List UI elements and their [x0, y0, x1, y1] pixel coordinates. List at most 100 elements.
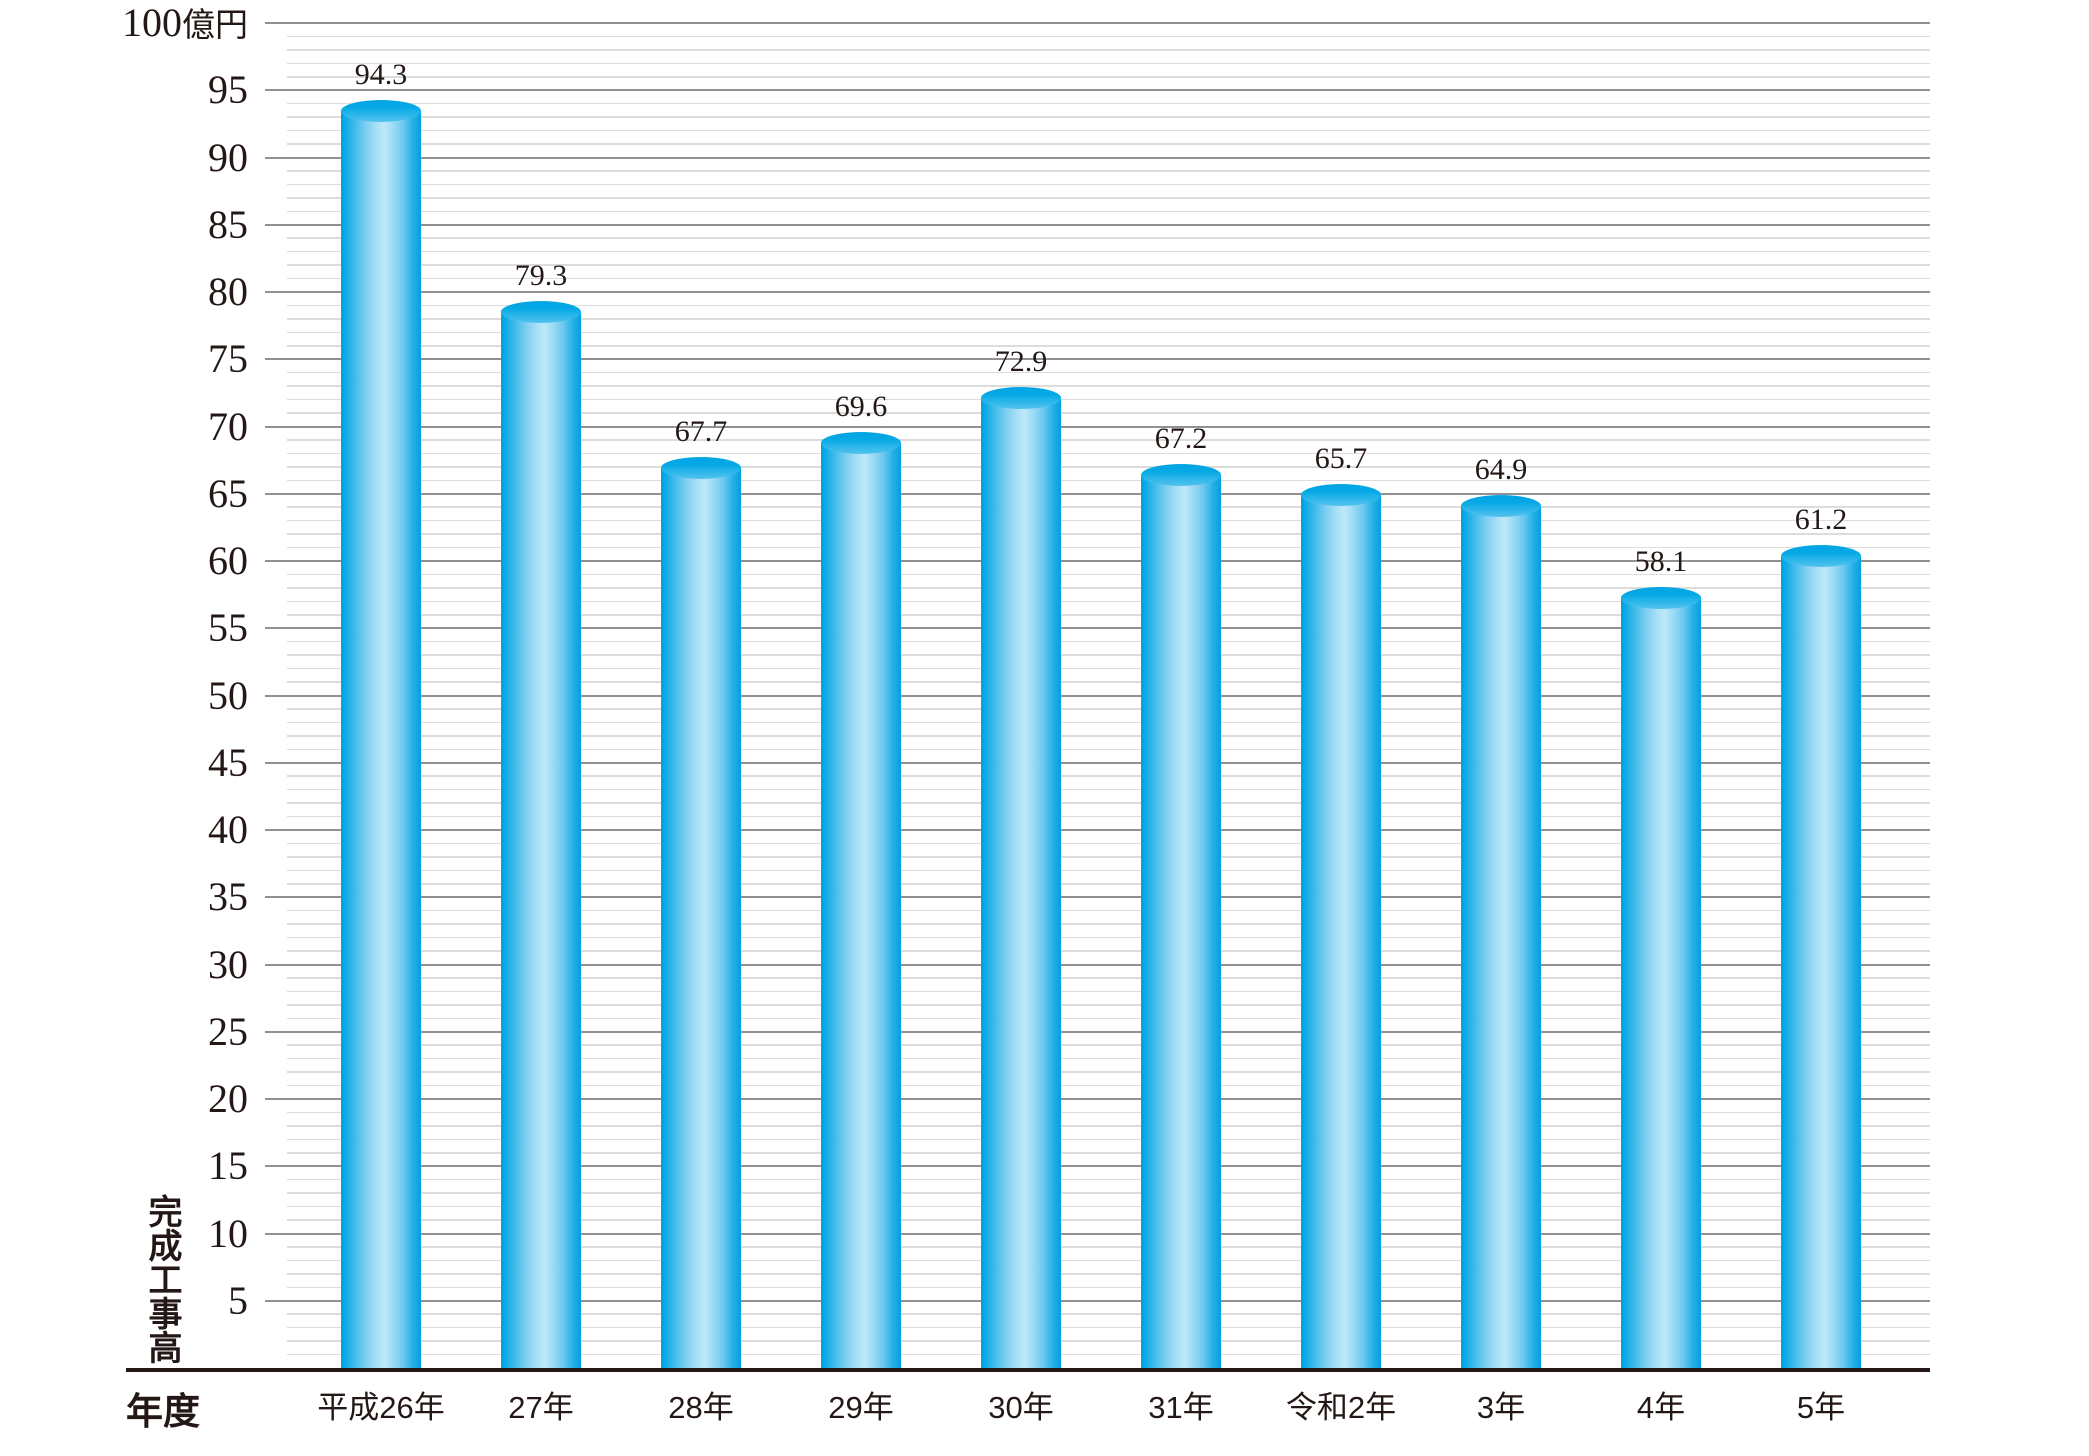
bar	[1141, 475, 1221, 1368]
minor-gridline	[287, 1084, 1930, 1087]
minor-gridline	[287, 775, 1930, 777]
minor-gridline	[287, 129, 1930, 132]
x-category-label: 28年	[668, 1390, 734, 1425]
minor-gridline	[287, 412, 1930, 414]
bar-top-ellipse	[1461, 495, 1541, 518]
minor-gridline	[287, 735, 1930, 737]
minor-gridline	[287, 1340, 1930, 1342]
y-tick-label: 20	[208, 1076, 248, 1121]
bar	[821, 442, 901, 1368]
bar-top-ellipse	[1621, 586, 1701, 609]
minor-gridline	[287, 1071, 1930, 1073]
y-tick-label: 55	[208, 605, 248, 651]
y-tick-label: 50	[208, 672, 248, 718]
x-category-label: 30年	[988, 1390, 1054, 1425]
minor-gridline	[287, 883, 1930, 885]
minor-gridline	[287, 869, 1930, 872]
y-tick-label: 85	[208, 201, 248, 247]
x-category-label: 31年	[1148, 1390, 1214, 1425]
bar-top-ellipse	[1141, 464, 1221, 487]
minor-gridline	[287, 815, 1930, 818]
minor-gridline	[287, 143, 1930, 145]
y-axis-unit-text: 億円	[182, 8, 248, 44]
bar	[661, 468, 741, 1368]
x-category-label: 3年	[1476, 1390, 1526, 1425]
y-tick-label: 90	[208, 134, 248, 180]
minor-gridline	[287, 318, 1930, 320]
bar	[501, 312, 581, 1368]
minor-gridline	[287, 1138, 1930, 1141]
major-gridline	[265, 1232, 1930, 1235]
minor-gridline	[287, 331, 1930, 334]
minor-gridline	[287, 533, 1930, 535]
minor-gridline	[287, 654, 1930, 656]
major-gridline	[265, 492, 1930, 495]
bar-top-ellipse	[341, 99, 421, 122]
minor-gridline	[287, 183, 1930, 186]
bar-value-label: 94.3	[354, 57, 408, 91]
y-tick-label: 95	[208, 67, 248, 113]
y-tick-label: 75	[208, 336, 248, 382]
minor-gridline	[287, 1219, 1930, 1221]
minor-gridline	[287, 1044, 1930, 1046]
y-tick-label: 30	[208, 941, 248, 987]
y-tick-label: 45	[208, 739, 248, 785]
minor-gridline	[287, 385, 1930, 387]
major-gridline	[265, 22, 1930, 24]
x-category-label: 29年	[828, 1390, 894, 1425]
minor-gridline	[287, 439, 1930, 441]
minor-gridline	[287, 1152, 1930, 1154]
minor-gridline	[287, 304, 1930, 307]
bar-value-label: 64.9	[1474, 453, 1528, 487]
major-gridline	[265, 1098, 1930, 1100]
minor-gridline	[287, 452, 1930, 455]
minor-gridline	[287, 856, 1930, 858]
minor-gridline	[287, 345, 1930, 347]
bar-value-label: 79.3	[514, 259, 568, 293]
minor-gridline	[287, 479, 1930, 482]
bar-value-label: 67.7	[674, 415, 728, 449]
minor-gridline	[287, 170, 1930, 172]
minor-gridline	[287, 1259, 1930, 1262]
y-axis-title: 完成工事高	[143, 1194, 181, 1364]
bar	[1461, 506, 1541, 1368]
y-tick-label: 15	[208, 1143, 248, 1189]
minor-gridline	[287, 1246, 1930, 1248]
minor-gridline	[287, 950, 1930, 952]
minor-gridline	[287, 1192, 1930, 1194]
y-tick-label: 40	[208, 807, 248, 852]
minor-gridline	[287, 1353, 1930, 1356]
y-tick-label: 5	[228, 1277, 248, 1323]
minor-gridline	[287, 519, 1930, 522]
major-gridline	[265, 560, 1930, 562]
y-axis-top-tick: 100	[122, 0, 182, 45]
minor-gridline	[287, 842, 1930, 845]
minor-gridline	[287, 788, 1930, 791]
major-gridline	[265, 425, 1930, 428]
bar	[341, 110, 421, 1368]
y-axis-unit-label: 100億円	[0, 1, 248, 45]
y-tick-label: 70	[208, 403, 248, 449]
major-gridline	[265, 291, 1930, 293]
minor-gridline	[287, 264, 1930, 266]
minor-gridline	[287, 1057, 1930, 1060]
major-gridline	[265, 156, 1930, 159]
major-gridline	[265, 829, 1930, 831]
major-gridline	[265, 89, 1930, 92]
bar-top-ellipse	[1781, 544, 1861, 567]
bar-value-label: 72.9	[994, 345, 1048, 379]
major-gridline	[265, 1030, 1930, 1033]
x-category-label: 27年	[508, 1390, 574, 1425]
major-gridline	[265, 694, 1930, 697]
x-category-label: 5年	[1796, 1390, 1846, 1425]
minor-gridline	[287, 1326, 1930, 1329]
y-tick-label: 25	[208, 1008, 248, 1054]
minor-gridline	[287, 990, 1930, 993]
x-axis-title: 年度	[126, 1391, 200, 1432]
y-tick-label: 35	[208, 874, 248, 920]
bar-top-ellipse	[501, 301, 581, 324]
minor-gridline	[287, 614, 1930, 616]
bar	[1621, 597, 1701, 1368]
minor-gridline	[287, 1205, 1930, 1208]
